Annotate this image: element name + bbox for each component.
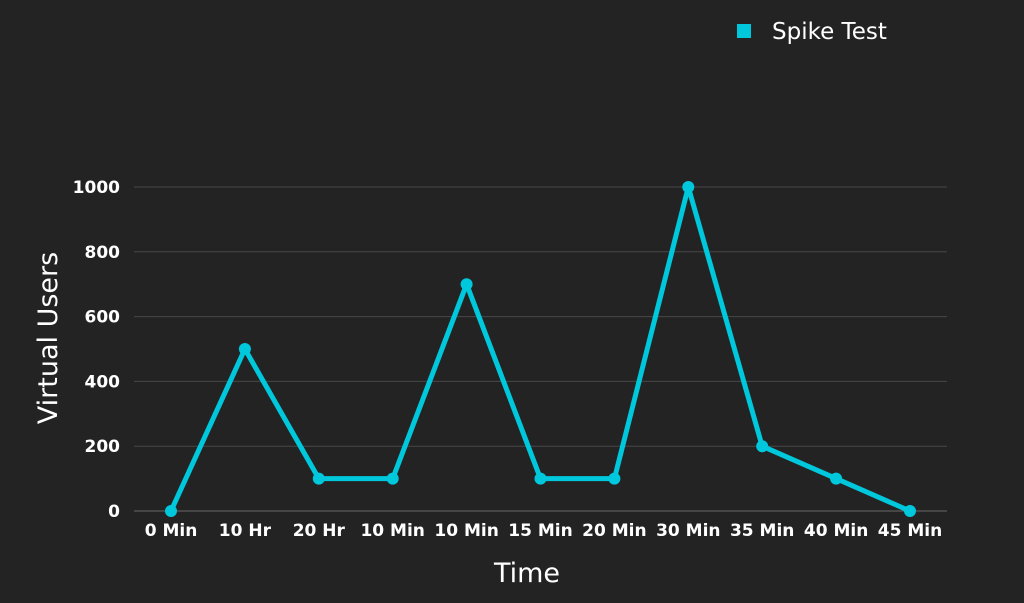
x-tick-label: 0 Min [145,521,198,541]
legend: Spike Test [737,19,887,45]
series-line [168,184,913,514]
x-tick-label: 10 Hr [219,521,272,541]
data-point [386,472,399,485]
legend-label: Spike Test [772,19,887,45]
y-tick-label: 400 [85,372,121,392]
y-axis-ticks: 0 200 400 600 800 1000 [73,178,120,522]
data-point [608,472,621,485]
x-tick-label: 20 Min [582,521,646,541]
x-axis-ticks: 0 Min 10 Hr 20 Hr 10 Min 10 Min 15 Min 20 Min 3… [145,521,943,541]
data-point [312,472,325,485]
x-tick-label: 15 Min [508,521,572,541]
legend-swatch [737,24,751,38]
data-point [904,505,916,517]
y-tick-label: 200 [85,437,121,457]
data-point [682,181,695,193]
data-point [830,472,843,485]
y-tick-label: 1000 [73,178,120,198]
x-tick-label: 40 Min [804,521,868,541]
series-spike-test [165,181,916,517]
x-tick-label: 30 Min [656,521,720,541]
data-point [460,278,473,291]
data-point [534,472,547,485]
x-tick-label: 35 Min [730,521,794,541]
x-tick-label: 10 Min [434,521,498,541]
y-axis-title: Virtual Users [33,252,64,424]
data-point [165,505,177,517]
grid-lines [134,186,947,512]
y-tick-label: 600 [85,308,121,328]
data-point [238,343,251,355]
x-tick-label: 45 Min [878,521,942,541]
data-point [756,440,769,453]
y-tick-label: 0 [108,502,120,522]
x-tick-label: 10 Min [360,521,424,541]
y-tick-label: 800 [85,243,121,263]
x-tick-label: 20 Hr [293,521,346,541]
x-axis-title: Time [493,558,560,589]
